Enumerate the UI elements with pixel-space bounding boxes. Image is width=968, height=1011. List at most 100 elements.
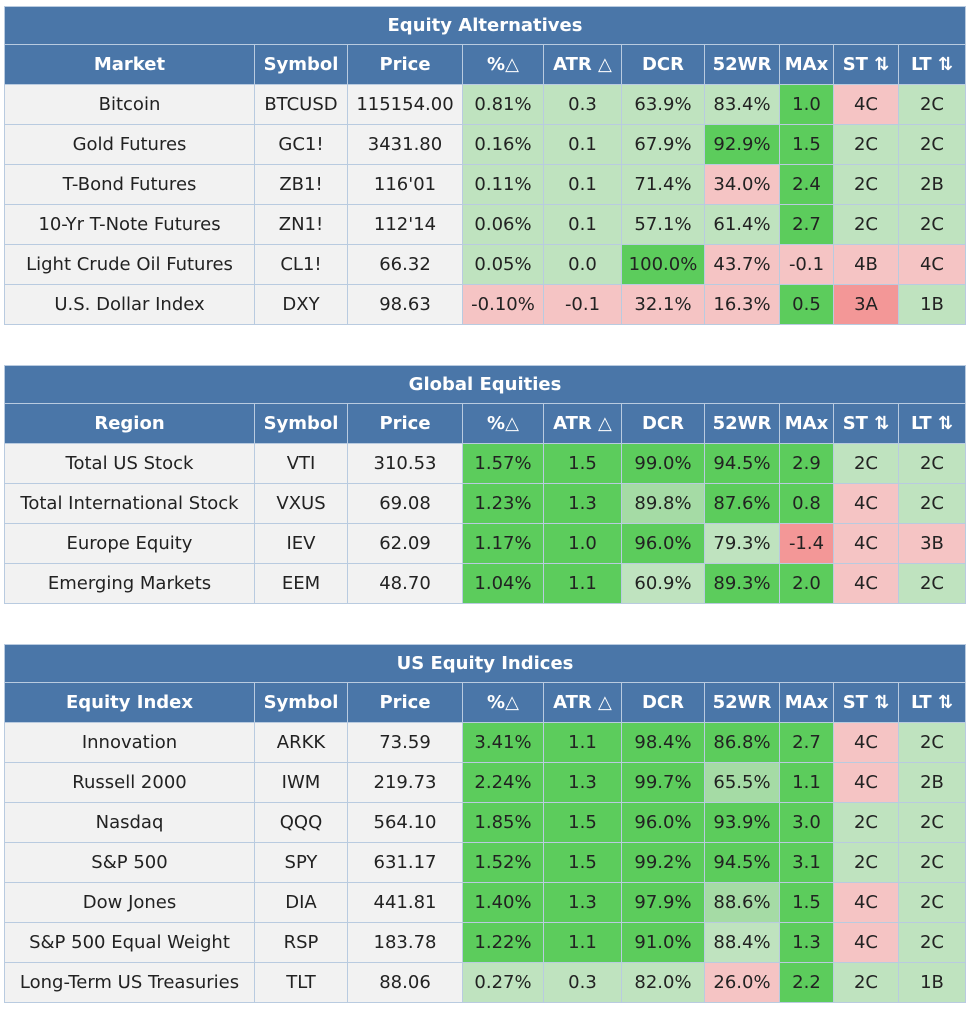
column-header-lt: LT ⇅ <box>899 404 966 444</box>
cell-lt: 2C <box>899 843 966 883</box>
section-global-equities: Global Equities Region Symbol Price %△ ATR △ D… <box>4 365 966 604</box>
column-header-st: ST ⇅ <box>834 404 899 444</box>
row-price: 112'14 <box>348 205 463 245</box>
cell-dcr: 63.9% <box>622 85 705 125</box>
row-symbol: QQQ <box>255 803 348 843</box>
row-price: 69.08 <box>348 484 463 524</box>
cell-atr-change: 0.1 <box>544 205 622 245</box>
cell-pct-change: 0.11% <box>463 165 544 205</box>
section-spacer <box>4 604 966 644</box>
cell-max: 1.3 <box>780 923 834 963</box>
cell-52wr: 26.0% <box>705 963 780 1003</box>
cell-lt: 2C <box>899 205 966 245</box>
row-symbol: ZN1! <box>255 205 348 245</box>
column-header-max: MAx <box>780 45 834 85</box>
column-header-atr-change: ATR △ <box>544 45 622 85</box>
row-price: 116'01 <box>348 165 463 205</box>
section-title: Global Equities <box>4 365 966 404</box>
column-header-atr-change: ATR △ <box>544 404 622 444</box>
cell-max: 3.0 <box>780 803 834 843</box>
cell-lt: 2C <box>899 803 966 843</box>
cell-lt: 4C <box>899 245 966 285</box>
row-name: Emerging Markets <box>4 564 255 604</box>
cell-max: 0.8 <box>780 484 834 524</box>
column-header-52wr: 52WR <box>705 404 780 444</box>
row-name: U.S. Dollar Index <box>4 285 255 325</box>
row-price: 564.10 <box>348 803 463 843</box>
column-header-max: MAx <box>780 683 834 723</box>
section-equity-alternatives: Equity Alternatives Market Symbol Price %△ AT… <box>4 6 966 325</box>
cell-52wr: 86.8% <box>705 723 780 763</box>
cell-pct-change: 0.27% <box>463 963 544 1003</box>
cell-st: 2C <box>834 205 899 245</box>
row-price: 48.70 <box>348 564 463 604</box>
data-table: Region Symbol Price %△ ATR △ DCR 52WR MAx ST ⇅ LT… <box>4 404 966 604</box>
cell-pct-change: 1.04% <box>463 564 544 604</box>
cell-max: 1.0 <box>780 85 834 125</box>
row-price: 115154.00 <box>348 85 463 125</box>
cell-dcr: 67.9% <box>622 125 705 165</box>
row-name: Bitcoin <box>4 85 255 125</box>
section-title: US Equity Indices <box>4 644 966 683</box>
cell-dcr: 97.9% <box>622 883 705 923</box>
column-header-pct-change: %△ <box>463 45 544 85</box>
cell-lt: 2C <box>899 85 966 125</box>
column-header-symbol: Symbol <box>255 404 348 444</box>
row-symbol: ARKK <box>255 723 348 763</box>
cell-dcr: 96.0% <box>622 803 705 843</box>
column-header-dcr: DCR <box>622 683 705 723</box>
cell-dcr: 96.0% <box>622 524 705 564</box>
column-header-lt: LT ⇅ <box>899 683 966 723</box>
cell-st: 2C <box>834 165 899 205</box>
cell-pct-change: 0.05% <box>463 245 544 285</box>
row-name: Russell 2000 <box>4 763 255 803</box>
cell-atr-change: -0.1 <box>544 285 622 325</box>
cell-dcr: 99.7% <box>622 763 705 803</box>
cell-st: 2C <box>834 803 899 843</box>
row-symbol: TLT <box>255 963 348 1003</box>
data-table: Market Symbol Price %△ ATR △ DCR 52WR MAx ST ⇅ LT… <box>4 45 966 325</box>
row-price: 183.78 <box>348 923 463 963</box>
cell-atr-change: 1.5 <box>544 843 622 883</box>
column-header-name: Market <box>4 45 255 85</box>
row-symbol: CL1! <box>255 245 348 285</box>
cell-52wr: 92.9% <box>705 125 780 165</box>
cell-atr-change: 0.1 <box>544 125 622 165</box>
cell-max: 2.7 <box>780 723 834 763</box>
cell-atr-change: 0.0 <box>544 245 622 285</box>
cell-max: -0.1 <box>780 245 834 285</box>
column-header-name: Equity Index <box>4 683 255 723</box>
cell-dcr: 99.2% <box>622 843 705 883</box>
cell-st: 2C <box>834 125 899 165</box>
cell-pct-change: 1.17% <box>463 524 544 564</box>
cell-lt: 2C <box>899 444 966 484</box>
row-symbol: GC1! <box>255 125 348 165</box>
cell-st: 4C <box>834 883 899 923</box>
cell-pct-change: 1.22% <box>463 923 544 963</box>
cell-52wr: 88.4% <box>705 923 780 963</box>
cell-lt: 2C <box>899 564 966 604</box>
cell-52wr: 83.4% <box>705 85 780 125</box>
cell-max: 2.4 <box>780 165 834 205</box>
column-header-atr-change: ATR △ <box>544 683 622 723</box>
tables-container: Equity Alternatives Market Symbol Price %△ AT… <box>4 6 966 1003</box>
cell-st: 4B <box>834 245 899 285</box>
row-price: 631.17 <box>348 843 463 883</box>
row-name: Long-Term US Treasuries <box>4 963 255 1003</box>
row-price: 88.06 <box>348 963 463 1003</box>
cell-52wr: 94.5% <box>705 444 780 484</box>
column-header-pct-change: %△ <box>463 404 544 444</box>
cell-pct-change: 1.57% <box>463 444 544 484</box>
cell-st: 4C <box>834 524 899 564</box>
column-header-max: MAx <box>780 404 834 444</box>
row-price: 73.59 <box>348 723 463 763</box>
cell-st: 2C <box>834 843 899 883</box>
row-symbol: BTCUSD <box>255 85 348 125</box>
cell-max: -1.4 <box>780 524 834 564</box>
cell-atr-change: 1.5 <box>544 444 622 484</box>
cell-atr-change: 0.3 <box>544 85 622 125</box>
cell-st: 4C <box>834 763 899 803</box>
cell-dcr: 98.4% <box>622 723 705 763</box>
cell-atr-change: 1.1 <box>544 564 622 604</box>
row-symbol: ZB1! <box>255 165 348 205</box>
